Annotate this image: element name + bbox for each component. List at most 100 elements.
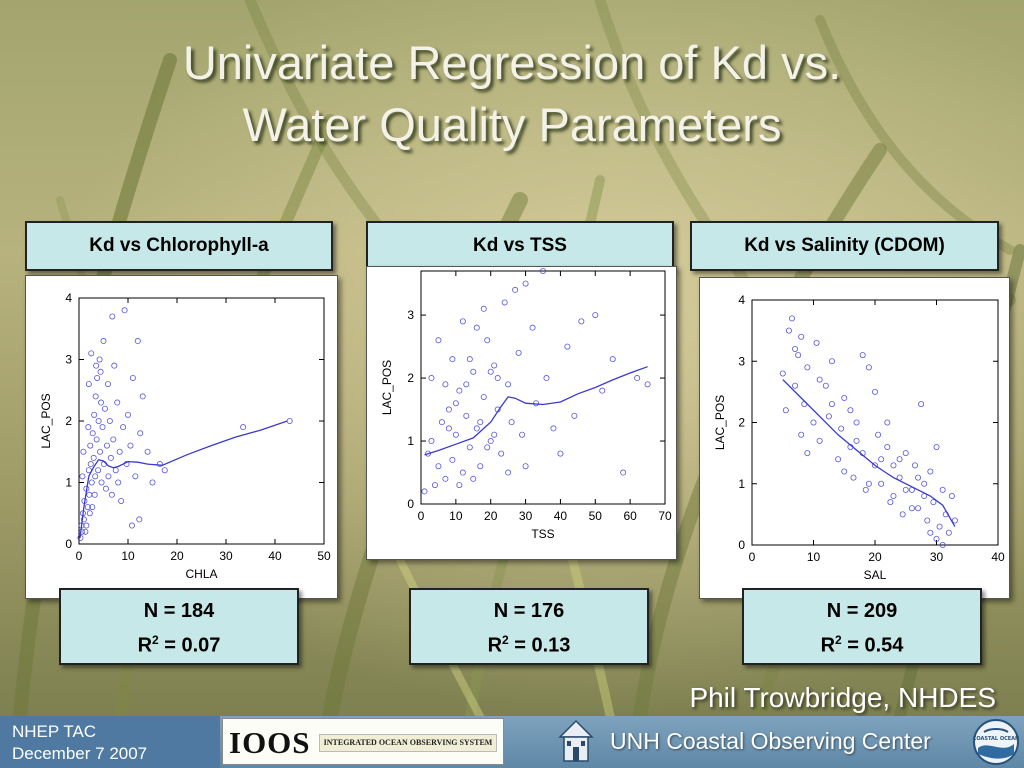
data-point [875,431,882,438]
x-tick-label: 10 [807,550,821,564]
data-point [428,375,435,382]
data-point [850,474,857,481]
data-point [779,370,786,377]
data-point [477,419,484,426]
data-point [144,448,151,455]
data-point [85,424,92,431]
data-point [939,486,946,493]
data-point [571,412,578,419]
data-point [933,443,940,450]
data-point [449,356,456,363]
data-point [442,381,449,388]
data-point [80,516,87,523]
data-point [884,443,891,450]
y-tick-label: 2 [738,416,745,430]
data-point [473,425,480,432]
coos-logo-text: COASTAL OCEAN [973,736,1019,742]
data-point [918,401,925,408]
panel-header-chla: Kd vs Chlorophyll-a [25,221,333,271]
ioos-logo: IOOS INTEGRATED OCEAN OBSERVING SYSTEM [222,718,504,765]
y-tick-label: 0 [738,538,745,552]
data-point [92,393,99,400]
data-point [887,499,894,506]
data-point [466,444,473,451]
data-point [902,450,909,457]
data-point [87,442,94,449]
data-point [129,374,136,381]
data-point [804,364,811,371]
x-tick-label: 30 [930,550,944,564]
data-point [798,333,805,340]
data-point [87,461,94,468]
data-point [921,480,928,487]
data-point [491,431,498,438]
data-point [620,469,627,476]
data-point [463,381,470,388]
data-point [899,511,906,518]
data-point [108,491,115,498]
footer-event: NHEP TAC [12,722,97,741]
data-point [105,473,112,480]
data-point [484,444,491,451]
data-point [149,479,156,486]
data-point [644,381,651,388]
data-point [951,517,958,524]
data-point [109,313,116,320]
data-point [487,368,494,375]
data-point [431,482,438,489]
data-point [804,450,811,457]
y-tick-label: 2 [65,414,72,428]
data-point [84,504,91,511]
data-point [480,305,487,312]
data-point [835,456,842,463]
plot-frame [751,299,999,546]
data-point [449,456,456,463]
data-point [91,491,98,498]
title-line-1: Univariate Regression of Kd vs. [182,36,842,89]
data-point [86,491,93,498]
x-tick-label: 70 [658,509,672,523]
data-point [161,467,168,474]
y-axis-label: LAC_POS [380,360,394,415]
data-point [945,529,952,536]
x-tick-label: 60 [623,509,637,523]
coastal-ocean-globe-icon: COASTAL OCEAN [973,719,1019,765]
x-tick-label: 20 [868,550,882,564]
author-credit: Phil Trowbridge, NHDES [689,682,996,713]
data-point [550,425,557,432]
data-point [438,419,445,426]
data-point [132,473,139,480]
x-axis-label: CHLA [185,567,217,581]
data-point [878,480,885,487]
y-axis-label: LAC_POS [713,395,727,450]
data-point [421,488,428,495]
data-point [578,318,585,325]
data-point [428,438,435,445]
data-point [91,411,98,418]
data-point [508,419,515,426]
data-point [792,346,799,353]
r-squared: R2 = 0.07 [137,633,221,657]
data-point [522,280,529,287]
x-tick-label: 0 [749,550,756,564]
data-point [841,468,848,475]
data-point [83,522,90,529]
data-point [933,535,940,542]
x-tick-label: 0 [418,509,425,523]
data-point [908,505,915,512]
data-point [100,338,107,345]
data-point [788,315,795,322]
data-point [522,463,529,470]
data-point [948,492,955,499]
data-point [871,388,878,395]
data-point [106,417,113,424]
data-point [94,374,101,381]
data-point [896,456,903,463]
x-tick-label: 30 [519,509,533,523]
data-point [452,400,459,407]
panel-header-salinity: Kd vs Salinity (CDOM) [690,221,999,271]
data-point [82,528,89,535]
data-point [115,479,122,486]
data-point [859,352,866,359]
data-point [505,381,512,388]
